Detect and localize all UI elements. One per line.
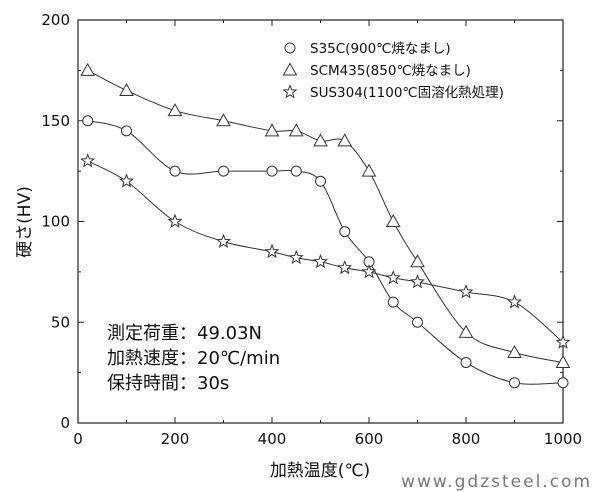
data-point-sus304: [458, 284, 474, 299]
watermark-text: www.gdzsteel.com: [401, 472, 592, 492]
data-point-scm435: [264, 123, 280, 137]
data-point-s35c: [266, 165, 278, 177]
legend: S35C(900℃焼なまし) SCM435(850℃焼なまし) SUS304(110…: [282, 41, 504, 101]
legend-marker-scm435: [282, 62, 298, 76]
data-point-scm435: [555, 355, 571, 369]
data-point-sus304: [216, 233, 231, 249]
condition-load: 測定荷重：49.03N: [107, 323, 262, 344]
data-point-s35c: [315, 175, 326, 187]
legend-label-scm435: SCM435(850℃焼なまし): [310, 63, 471, 79]
x-axis-ticks: 0 200 400 600 800 1000: [73, 20, 582, 448]
data-point-sus304: [361, 264, 377, 279]
data-point-scm435: [337, 133, 353, 147]
data-point-scm435: [410, 254, 425, 268]
y-tick-label: 150: [41, 112, 70, 130]
condition-heating-rate: 加熱速度：20℃/min: [107, 348, 280, 369]
data-point-sus304: [288, 249, 304, 265]
data-point-scm435: [361, 163, 377, 177]
data-point-scm435: [313, 133, 328, 147]
data-point-sus304: [555, 334, 571, 349]
data-point-s35c: [509, 377, 520, 389]
series-line-s35c: [87, 120, 564, 385]
data-point-sus304: [337, 259, 353, 275]
data-point-scm435: [507, 344, 522, 358]
data-point-scm435: [80, 62, 96, 76]
data-point-scm435: [458, 324, 474, 338]
data-point-s35c: [339, 226, 351, 238]
data-point-s35c: [169, 165, 181, 177]
x-tick-label: 0: [73, 430, 83, 448]
data-point-scm435: [167, 103, 183, 117]
data-point-sus304: [264, 243, 280, 259]
x-tick-label: 400: [258, 430, 287, 448]
legend-marker-s35c: [284, 42, 296, 54]
data-point-sus304: [313, 253, 328, 269]
data-point-s35c: [218, 165, 229, 177]
x-tick-label: 200: [161, 430, 190, 448]
y-tick-label: 50: [51, 313, 70, 331]
data-point-s35c: [557, 377, 569, 389]
y-tick-label: 200: [41, 11, 70, 29]
data-point-scm435: [216, 113, 231, 127]
legend-label-s35c: S35C(900℃焼なまし): [310, 41, 451, 57]
test-conditions: 測定荷重：49.03N 加熱速度：20℃/min 保持時間：30s: [107, 323, 280, 394]
legend-label-sus304: SUS304(1100℃固溶化熱処理): [310, 85, 504, 101]
series-line-scm435: [87, 69, 564, 364]
legend-marker-sus304: [282, 84, 298, 99]
data-point-scm435: [385, 213, 401, 227]
x-tick-label: 800: [452, 430, 481, 448]
x-tick-label: 600: [355, 430, 384, 448]
series-markers: [80, 62, 571, 389]
data-point-scm435: [119, 83, 134, 97]
data-point-sus304: [385, 270, 401, 285]
x-tick-label: 1000: [544, 430, 582, 448]
data-point-sus304: [507, 294, 522, 309]
data-point-s35c: [412, 316, 423, 328]
data-point-sus304: [119, 173, 134, 188]
data-point-s35c: [460, 357, 472, 369]
data-point-s35c: [82, 115, 94, 127]
y-tick-label: 100: [41, 213, 70, 231]
y-tick-label: 0: [60, 414, 70, 432]
y-axis-ticks: 0 50 100 150 200: [41, 11, 563, 432]
data-point-sus304: [410, 274, 425, 289]
x-axis-title: 加熱温度(℃): [270, 461, 370, 481]
data-point-sus304: [80, 153, 96, 168]
data-point-s35c: [121, 125, 132, 137]
y-axis-title: 硬さ(HV): [15, 186, 35, 258]
condition-hold-time: 保持時間：30s: [107, 373, 229, 394]
data-point-s35c: [387, 296, 399, 308]
data-point-s35c: [290, 165, 302, 177]
data-point-scm435: [288, 123, 304, 137]
data-point-sus304: [167, 213, 183, 228]
